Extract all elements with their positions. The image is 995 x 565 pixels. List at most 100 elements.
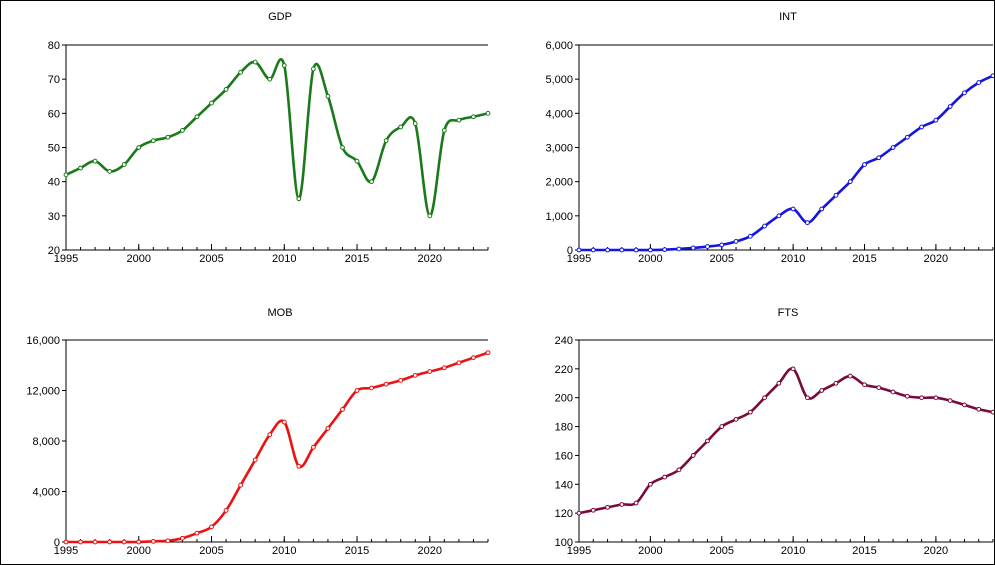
data-point — [121, 162, 127, 167]
data-point — [805, 395, 810, 401]
data-point — [633, 500, 639, 506]
panel-fts: FTS 100 120 140 160 180 200 220 240 1995 2000 2005… — [555, 307, 995, 557]
x-tick-label: 2010 — [272, 545, 296, 557]
data-point — [990, 73, 995, 79]
y-tick-label: 100 — [555, 537, 573, 549]
data-point — [833, 192, 839, 198]
data-point — [790, 366, 796, 372]
data-point — [107, 539, 113, 545]
data-point — [605, 504, 610, 510]
data-point — [354, 158, 360, 164]
data-point — [121, 539, 127, 545]
data-point — [310, 66, 316, 72]
data-point — [919, 124, 925, 130]
data-point — [647, 481, 653, 487]
x-tick-label: 2005 — [710, 545, 734, 557]
y-tick-label: 16,000 — [26, 335, 60, 347]
y-tick-label: 2,000 — [545, 177, 573, 189]
data-point — [456, 360, 462, 366]
panel-title: MOB — [267, 307, 292, 319]
data-point — [805, 220, 810, 226]
y-tick-label: 3,000 — [545, 143, 573, 155]
y-tick-label: 240 — [555, 335, 573, 347]
y-tick-label: 20 — [48, 245, 60, 257]
data-point — [976, 406, 982, 412]
x-tick-label: 2020 — [924, 253, 948, 265]
y-tick-label: 0 — [567, 245, 573, 257]
x-tick-label: 2005 — [199, 545, 223, 557]
x-tick-label: 2010 — [272, 253, 296, 265]
x-tick-label: 2000 — [638, 545, 662, 557]
data-point — [876, 155, 882, 161]
data-point — [819, 206, 825, 212]
x-tick-label: 2015 — [345, 545, 369, 557]
data-point — [919, 395, 925, 401]
y-tick-label: 160 — [555, 450, 573, 462]
data-point — [223, 508, 229, 513]
data-point — [281, 419, 287, 425]
data-point — [947, 398, 953, 404]
data-point — [890, 389, 896, 395]
data-point — [471, 355, 476, 361]
data-point — [78, 539, 83, 545]
data-point — [485, 110, 491, 116]
data-point — [590, 247, 596, 253]
data-point — [441, 128, 447, 133]
data-point — [605, 247, 610, 253]
data-point — [267, 432, 273, 438]
y-tick-label: 0 — [54, 537, 60, 549]
data-point — [209, 524, 214, 530]
x-tick-label: 1995 — [567, 253, 591, 265]
y-tick-label: 200 — [555, 393, 573, 405]
data-point — [719, 424, 725, 429]
data-point — [194, 530, 200, 536]
data-point — [676, 246, 682, 252]
y-tick-label: 40 — [48, 177, 60, 189]
data-point — [281, 63, 287, 68]
x-tick-label: 2010 — [781, 253, 805, 265]
data-point — [676, 467, 682, 473]
y-tick-label: 180 — [555, 422, 573, 434]
data-point — [325, 93, 331, 99]
data-point — [63, 539, 69, 545]
data-point — [92, 539, 98, 545]
x-tick-label: 2000 — [127, 545, 151, 557]
data-point — [876, 385, 882, 391]
y-tick-label: 8,000 — [32, 436, 60, 448]
data-point — [990, 409, 995, 415]
data-point — [456, 117, 462, 123]
data-point — [252, 457, 258, 463]
data-point — [847, 373, 853, 379]
data-point — [833, 380, 839, 386]
data-point — [962, 402, 967, 408]
data-point — [412, 372, 418, 378]
data-point — [325, 425, 331, 431]
data-point — [619, 247, 625, 253]
y-tick-label: 70 — [48, 74, 60, 86]
data-point — [485, 350, 491, 356]
data-point — [847, 179, 853, 185]
data-point — [427, 369, 433, 374]
data-point — [904, 393, 910, 399]
y-tick-label: 4,000 — [32, 487, 60, 499]
data-point — [427, 213, 433, 219]
data-point — [310, 444, 316, 450]
data-point — [647, 247, 653, 253]
x-tick-label: 2015 — [852, 253, 876, 265]
data-point — [733, 239, 739, 244]
data-point — [904, 134, 910, 140]
x-tick-label: 1995 — [54, 545, 78, 557]
data-point — [150, 538, 156, 544]
data-point — [633, 247, 639, 253]
series-line — [577, 367, 995, 515]
data-point — [862, 162, 867, 167]
data-point — [223, 87, 229, 92]
y-tick-label: 220 — [555, 364, 573, 376]
data-point — [238, 69, 244, 75]
x-tick-label: 2015 — [345, 253, 369, 265]
data-point — [762, 395, 767, 401]
data-point — [471, 114, 476, 120]
y-tick-label: 50 — [48, 143, 60, 155]
data-point — [862, 382, 867, 388]
data-point — [107, 169, 113, 174]
